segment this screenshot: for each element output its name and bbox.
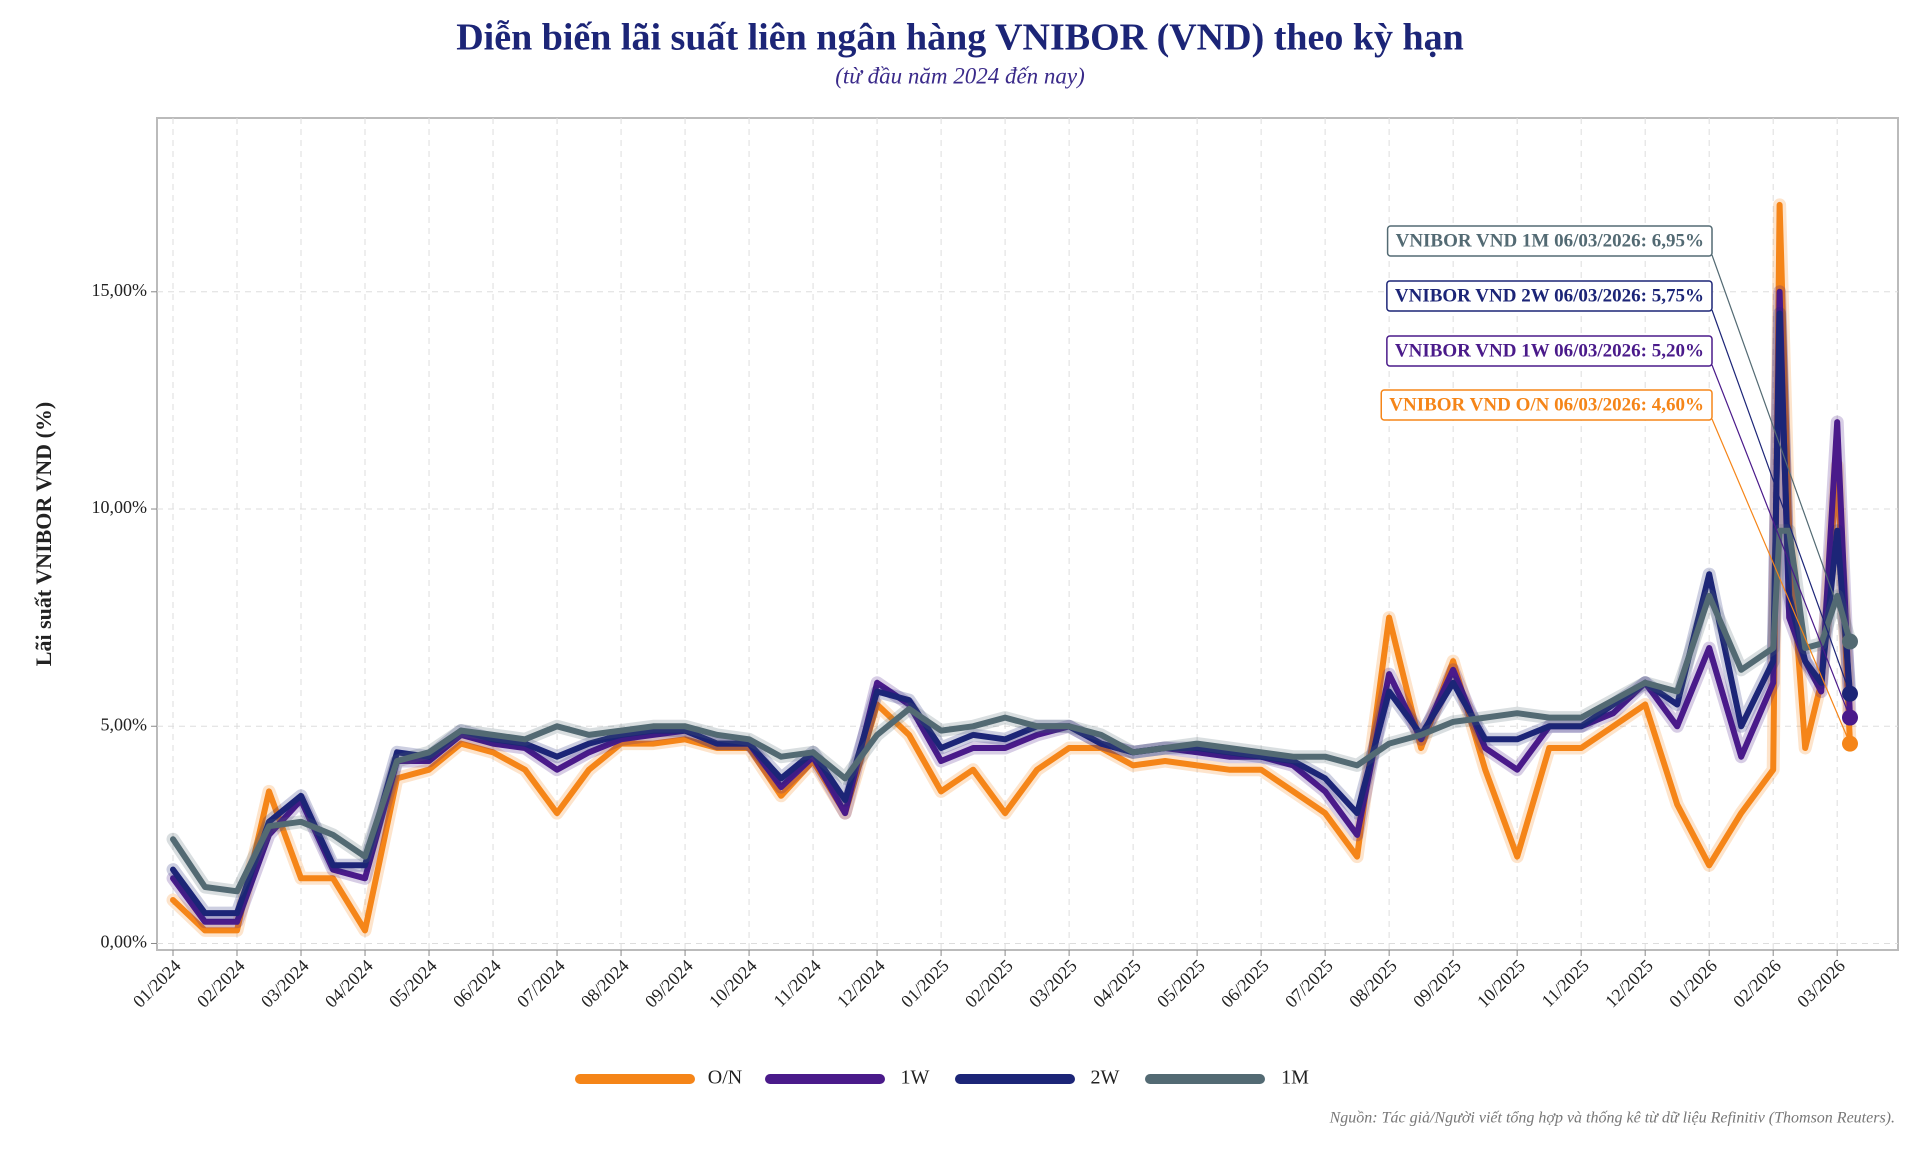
x-tick-label: 01/2024 bbox=[129, 956, 185, 1012]
series-line bbox=[170, 201, 1853, 934]
x-tick-label: 08/2025 bbox=[1345, 956, 1401, 1012]
x-tick-label: 06/2024 bbox=[449, 956, 505, 1012]
x-tick-label: 03/2024 bbox=[257, 956, 313, 1012]
annotation-text: VNIBOR VND O/N 06/03/2026: 4,60% bbox=[1389, 394, 1704, 415]
annotation-leader bbox=[1711, 418, 1851, 744]
y-tick-label: 15,00% bbox=[92, 280, 148, 300]
x-tick-label: 05/2025 bbox=[1153, 956, 1209, 1012]
legend-label: 2W bbox=[1091, 1067, 1120, 1089]
annotation-leader bbox=[1711, 364, 1851, 718]
x-tick-label: 09/2024 bbox=[641, 956, 697, 1012]
y-tick-label: 10,00% bbox=[92, 497, 148, 517]
legend-label: 1M bbox=[1281, 1067, 1309, 1089]
x-tick-label: 10/2024 bbox=[705, 956, 761, 1012]
x-tick-label: 12/2025 bbox=[1601, 956, 1657, 1012]
annotation-box bbox=[1386, 225, 1713, 257]
x-tick-label: 01/2025 bbox=[897, 956, 953, 1012]
legend-label: O/N bbox=[708, 1067, 742, 1089]
x-tick-label: 11/2024 bbox=[769, 956, 824, 1011]
x-tick-label: 04/2024 bbox=[321, 956, 377, 1012]
x-tick-label: 01/2026 bbox=[1665, 956, 1721, 1012]
annotation-leader bbox=[1711, 254, 1851, 642]
y-tick-label: 0,00% bbox=[101, 932, 148, 952]
annotation-box bbox=[1386, 335, 1713, 367]
series-line bbox=[170, 527, 1853, 895]
x-tick-label: 02/2026 bbox=[1729, 956, 1785, 1012]
x-tick-label: 03/2026 bbox=[1793, 956, 1849, 1012]
source-note: Nguồn: Tác giả/Người viết tổng hợp và th… bbox=[1329, 1110, 1895, 1127]
x-tick-label: 12/2024 bbox=[833, 956, 889, 1012]
x-tick-label: 03/2025 bbox=[1025, 956, 1081, 1012]
y-tick-label: 5,00% bbox=[101, 714, 148, 734]
y-axis-label: Lãi suất VNIBOR VND (%) bbox=[31, 402, 56, 666]
annotation-leader bbox=[1711, 309, 1851, 694]
x-tick-label: 06/2025 bbox=[1217, 956, 1273, 1012]
chart-subtitle: (từ đầu năm 2024 đến nay) bbox=[835, 63, 1085, 88]
x-tick-label: 02/2024 bbox=[193, 956, 249, 1012]
x-tick-label: 04/2025 bbox=[1089, 956, 1145, 1012]
x-tick-label: 09/2025 bbox=[1409, 956, 1465, 1012]
annotation-text: VNIBOR VND 1W 06/03/2026: 5,20% bbox=[1395, 340, 1704, 361]
annotation-box bbox=[1380, 389, 1713, 421]
x-tick-label: 05/2024 bbox=[385, 956, 441, 1012]
x-tick-label: 11/2025 bbox=[1538, 956, 1593, 1011]
x-tick-label: 02/2025 bbox=[961, 956, 1017, 1012]
x-tick-label: 10/2025 bbox=[1473, 956, 1529, 1012]
annotation-text: VNIBOR VND 1M 06/03/2026: 6,95% bbox=[1396, 230, 1704, 251]
annotation-box bbox=[1386, 280, 1713, 312]
x-tick-label: 08/2024 bbox=[577, 956, 633, 1012]
x-tick-label: 07/2025 bbox=[1281, 956, 1337, 1012]
x-tick-label: 07/2024 bbox=[513, 956, 569, 1012]
legend-label: 1W bbox=[901, 1067, 930, 1089]
annotation-text: VNIBOR VND 2W 06/03/2026: 5,75% bbox=[1395, 285, 1704, 306]
chart-title: Diễn biến lãi suất liên ngân hàng VNIBOR… bbox=[456, 17, 1464, 59]
